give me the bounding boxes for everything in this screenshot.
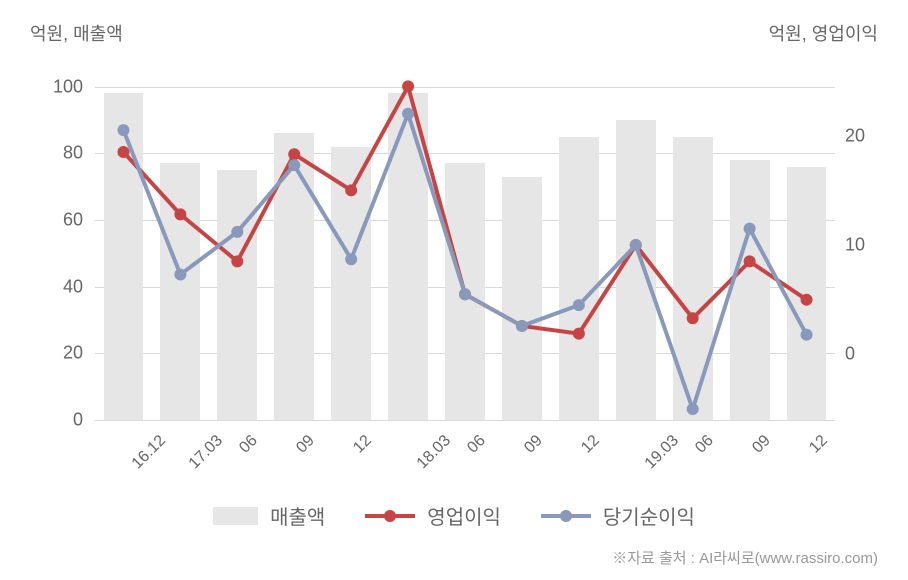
y-left-tick-label: 80 xyxy=(63,143,83,164)
line-marker xyxy=(402,108,414,120)
y-right-tick-label: 20 xyxy=(845,125,865,146)
x-tick-label: 19.03 xyxy=(641,432,682,473)
line-marker xyxy=(345,184,357,196)
y-left-tick-label: 60 xyxy=(63,210,83,231)
legend-item-net-income: 당기순이익 xyxy=(541,501,695,530)
x-tick-label: 12 xyxy=(350,432,375,457)
plot-area xyxy=(95,70,835,420)
line-path xyxy=(123,114,806,409)
chart-container: 억원, 매출액 억원, 영업이익 0 20 40 60 80 100 0 10 20 16.1… xyxy=(0,0,908,580)
y-left-tick-label: 0 xyxy=(73,410,83,431)
line-marker xyxy=(231,226,243,238)
line-marker xyxy=(516,320,528,332)
line-marker xyxy=(345,253,357,265)
legend: 매출액 영업이익 당기순이익 xyxy=(0,501,908,530)
legend-label: 당기순이익 xyxy=(603,501,695,530)
x-tick-label: 12 xyxy=(806,432,831,457)
line-marker xyxy=(288,159,300,171)
x-tick-label: 09 xyxy=(749,432,774,457)
x-tick-label: 18.03 xyxy=(414,432,455,473)
y-left-tick-label: 20 xyxy=(63,343,83,364)
source-note: ※자료 출처 : AI라씨로(www.rassiro.com) xyxy=(612,547,878,568)
y-left-tick-label: 40 xyxy=(63,276,83,297)
y-left-tick-label: 100 xyxy=(53,76,83,97)
line-marker xyxy=(231,255,243,267)
line-series-svg xyxy=(95,70,835,420)
line-marker xyxy=(573,299,585,311)
line-marker xyxy=(117,146,129,158)
y-right-tick-label: 10 xyxy=(845,235,865,256)
line-marker xyxy=(174,208,186,220)
legend-item-revenue: 매출액 xyxy=(213,501,325,530)
y-right-axis-title: 억원, 영업이익 xyxy=(769,20,878,46)
line-marker xyxy=(687,312,699,324)
line-marker xyxy=(801,294,813,306)
line-marker xyxy=(402,80,414,92)
x-tick-label: 06 xyxy=(692,432,717,457)
legend-item-operating-profit: 영업이익 xyxy=(365,501,501,530)
line-marker xyxy=(687,403,699,415)
x-tick-label: 17.03 xyxy=(186,432,227,473)
line-marker xyxy=(288,148,300,160)
line-marker xyxy=(573,328,585,340)
x-tick-label: 09 xyxy=(521,432,546,457)
x-tick-label: 16.12 xyxy=(129,432,170,473)
legend-swatch-line-red xyxy=(365,514,415,518)
line-marker xyxy=(744,223,756,235)
line-marker xyxy=(801,329,813,341)
line-marker xyxy=(744,255,756,267)
x-tick-label: 06 xyxy=(464,432,489,457)
legend-swatch-line-blue xyxy=(541,514,591,518)
gridline xyxy=(95,420,835,421)
x-tick-label: 06 xyxy=(237,432,262,457)
x-tick-label: 12 xyxy=(578,432,603,457)
x-tick-label: 09 xyxy=(293,432,318,457)
line-marker xyxy=(630,239,642,251)
line-marker xyxy=(174,269,186,281)
y-left-axis-title: 억원, 매출액 xyxy=(30,20,123,46)
legend-swatch-bar xyxy=(213,507,258,525)
legend-label: 매출액 xyxy=(270,501,325,530)
legend-label: 영업이익 xyxy=(427,501,501,530)
y-right-tick-label: 0 xyxy=(845,344,855,365)
line-marker xyxy=(117,124,129,136)
line-marker xyxy=(459,288,471,300)
